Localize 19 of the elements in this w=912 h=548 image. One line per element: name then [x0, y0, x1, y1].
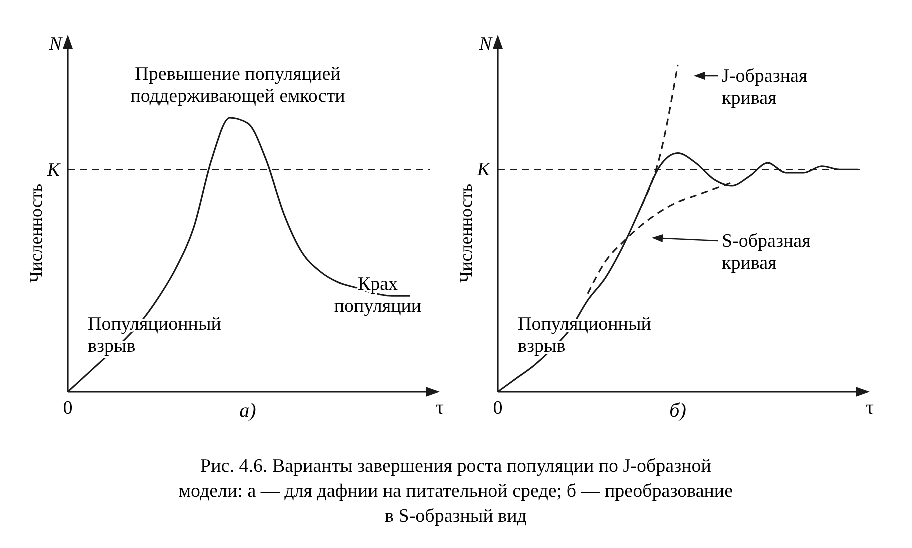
annotation: J-образная кривая [722, 66, 808, 109]
annotation: S-образная кривая [722, 231, 812, 274]
text: N [478, 34, 494, 55]
annotation: Крах популяции [334, 274, 422, 317]
text: а) [240, 400, 257, 422]
text: 0 [63, 398, 73, 419]
text: N [48, 34, 64, 55]
text: 0 [493, 398, 503, 419]
text: Превышение популяцией поддерживающей емкости [130, 64, 346, 107]
x-axis-title: τ [866, 397, 874, 419]
text: в S-образный вид [385, 506, 528, 527]
x-axis-title: τ [436, 397, 444, 419]
ref-line-label: K [476, 160, 492, 181]
y-axis-title: Численность [26, 184, 46, 284]
text: б) [670, 400, 687, 422]
text: Рис. 4.6. Варианты завершения роста популяции по J-образной [200, 456, 712, 477]
text: модели: а — для дафнии на питательной среде; б — преобразование [178, 481, 734, 502]
ref-line-label: K [46, 160, 62, 182]
y-axis-title: Численность [456, 184, 476, 284]
